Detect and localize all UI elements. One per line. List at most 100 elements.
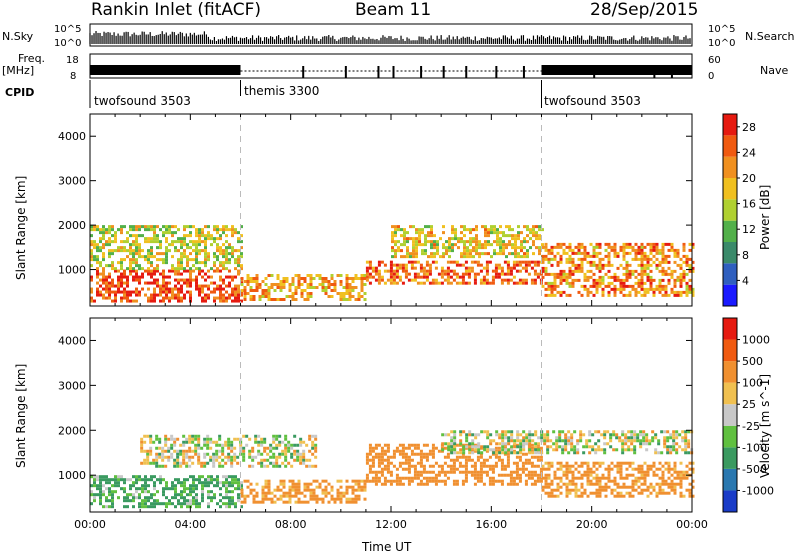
power-cell	[192, 249, 195, 253]
velocity-cell	[164, 443, 168, 447]
power-cell	[409, 255, 412, 259]
power-cell	[583, 245, 587, 249]
velocity-cell	[661, 479, 665, 483]
power-cell	[445, 246, 448, 250]
velocity-cell	[479, 476, 483, 480]
power-cell	[482, 275, 486, 279]
velocity-cell	[515, 482, 519, 486]
velocity-cell	[616, 464, 620, 468]
velocity-cell	[579, 433, 583, 437]
power-cell	[574, 263, 578, 267]
power-cell	[448, 246, 451, 250]
power-cell	[589, 260, 593, 264]
power-cell	[135, 278, 138, 282]
velocity-cell	[574, 488, 578, 492]
power-cell	[506, 281, 510, 285]
power-cell	[183, 278, 186, 282]
power-cell	[562, 251, 566, 255]
power-cell	[162, 225, 165, 229]
power-cell	[225, 267, 228, 271]
power-cell	[440, 266, 444, 270]
power-cell	[222, 249, 225, 253]
velocity-cell	[248, 455, 252, 459]
power-cell	[225, 255, 228, 259]
power-cell	[213, 228, 216, 232]
power-cell	[478, 255, 481, 259]
power-cell	[183, 237, 186, 241]
power-cell	[502, 252, 505, 256]
power-cell	[141, 234, 144, 238]
power-cell	[168, 287, 171, 291]
power-cell	[394, 240, 397, 244]
velocity-cell	[670, 479, 674, 483]
velocity-cell	[161, 458, 165, 462]
power-cell	[219, 275, 222, 279]
velocity-cell	[553, 494, 557, 498]
power-cell	[360, 289, 364, 292]
velocity-cell	[455, 443, 459, 447]
power-cell	[391, 225, 394, 229]
velocity-cell	[434, 476, 438, 480]
power-cell	[424, 249, 427, 253]
velocity-cell	[494, 461, 498, 465]
velocity-cell	[276, 485, 280, 489]
power-cell	[174, 284, 177, 288]
power-colorbar-swatch	[723, 178, 737, 200]
power-cell	[153, 237, 156, 241]
velocity-cell	[443, 446, 447, 450]
power-cell	[189, 272, 192, 276]
power-cell	[425, 260, 429, 264]
power-cell	[99, 240, 102, 244]
velocity-cell	[275, 437, 279, 441]
power-cell	[485, 281, 489, 285]
velocity-cell	[132, 475, 135, 479]
power-cell	[461, 281, 465, 285]
velocity-cell	[266, 464, 270, 468]
power-cell	[511, 228, 514, 232]
power-cell	[339, 292, 343, 295]
power-cell	[607, 281, 611, 285]
velocity-cell	[485, 473, 489, 477]
velocity-cell	[99, 475, 102, 479]
power-cell	[472, 240, 475, 244]
velocity-cell	[215, 458, 219, 462]
power-cell	[421, 252, 424, 256]
power-cell	[679, 266, 683, 270]
velocity-cell	[216, 475, 219, 479]
velocity-cell	[544, 461, 548, 465]
velocity-cell	[201, 490, 204, 494]
velocity-cell	[212, 464, 216, 468]
power-cell	[475, 249, 478, 253]
velocity-cell	[562, 482, 566, 486]
power-cell	[398, 275, 402, 279]
power-cell	[452, 269, 456, 273]
velocity-cell	[203, 464, 207, 468]
power-cell	[156, 258, 159, 262]
velocity-cell	[233, 446, 237, 450]
power-cell	[571, 263, 575, 267]
power-cell	[487, 228, 490, 232]
velocity-cell	[655, 491, 659, 495]
velocity-cell	[431, 476, 435, 480]
power-cell	[171, 296, 174, 300]
power-cell	[664, 290, 668, 294]
power-cell	[592, 281, 596, 285]
power-cell	[433, 252, 436, 256]
velocity-cell	[631, 473, 635, 477]
velocity-cell	[661, 491, 665, 495]
velocity-cell	[278, 464, 282, 468]
power-cell	[126, 284, 129, 288]
power-cell	[90, 240, 93, 244]
power-cell	[622, 242, 626, 246]
power-cell	[532, 243, 535, 247]
power-cell	[120, 275, 123, 279]
power-cell	[478, 240, 481, 244]
velocity-cell	[404, 455, 408, 459]
power-cell	[473, 272, 477, 276]
power-cell	[640, 257, 644, 261]
power-cell	[195, 246, 198, 250]
power-cell	[377, 278, 381, 282]
power-cell	[207, 237, 210, 241]
power-cell	[174, 240, 177, 244]
velocity-cell	[234, 487, 237, 491]
